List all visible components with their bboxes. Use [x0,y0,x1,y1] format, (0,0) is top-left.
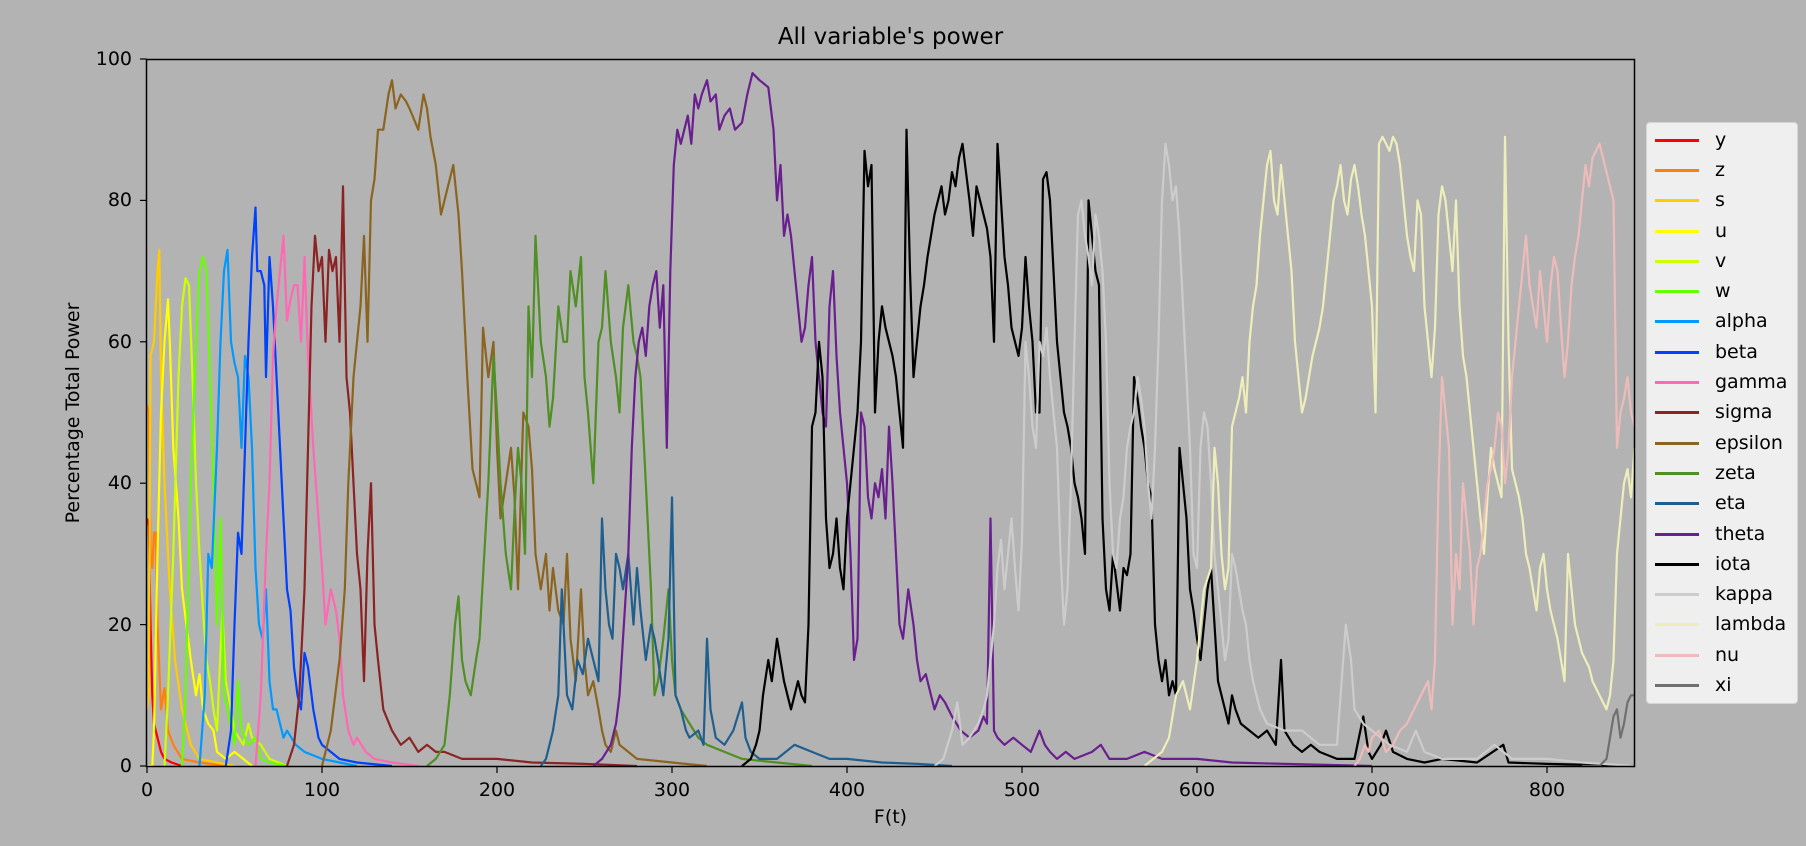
series-line-lambda [1143,135,1636,767]
series-line-nu [1353,142,1636,767]
series-line-zeta [426,234,813,768]
y-tick-label: 100 [95,48,132,70]
legend-item-y: y [1647,125,1797,155]
legend-swatch [1655,350,1699,354]
legend-swatch [1655,441,1699,445]
legend-item-nu: nu [1647,640,1797,670]
legend-swatch [1655,168,1699,172]
legend-swatch [1655,411,1699,415]
legend-label: alpha [1715,310,1768,333]
axis-ticks [140,58,1548,773]
legend-swatch [1655,593,1699,597]
y-tick-label: 60 [107,330,132,353]
x-tick-label: 800 [1528,779,1566,801]
legend-item-z: z [1647,155,1797,185]
legend-label: xi [1715,673,1732,696]
legend-label: eta [1715,492,1746,515]
series-line-kappa [933,142,1635,768]
x-tick-label: 100 [303,779,341,801]
series-line-w [180,255,288,768]
series-line-alpha [198,248,358,768]
legend-swatch [1655,381,1699,385]
legend-label: w [1715,280,1731,303]
legend-swatch [1655,471,1699,475]
x-tick-label: 400 [828,779,866,801]
legend-item-lambda: lambda [1647,610,1797,640]
legend-label: u [1715,219,1728,242]
x-axis-label: F(t) [873,806,908,828]
legend-swatch [1655,502,1699,506]
legend-item-theta: theta [1647,519,1797,549]
legend-swatch [1655,229,1699,233]
series-line-s [145,248,235,768]
legend-item-beta: beta [1647,337,1797,367]
legend-item-s: s [1647,186,1797,216]
legend-label: zeta [1715,461,1756,484]
legend-item-iota: iota [1647,549,1797,579]
x-tick-label: 300 [653,779,691,801]
plot-frame [145,58,1636,768]
legend-swatch [1655,532,1699,536]
series-line-v [163,277,288,768]
x-tick-label: 700 [1353,779,1391,801]
series-lines [145,71,1636,768]
series-line-eta [539,496,953,768]
x-tick-label: 500 [1003,779,1041,801]
series-line-gamma [254,234,419,768]
legend-label: y [1715,128,1727,151]
legend-item-sigma: sigma [1647,398,1797,428]
legend-swatch [1655,683,1699,687]
x-tick-label: 0 [140,779,154,801]
x-tick-label: 200 [478,779,516,801]
series-line-z [145,405,226,768]
legend-label: epsilon [1715,431,1783,454]
legend-label: beta [1715,340,1758,363]
legend-item-alpha: alpha [1647,307,1797,337]
legend-label: sigma [1715,401,1773,424]
legend-label: z [1715,158,1725,181]
y-tick-label: 0 [119,755,132,777]
legend-label: nu [1715,643,1740,666]
legend-swatch [1655,199,1699,203]
legend-swatch [1655,320,1699,324]
chart-legend: y z s u v w alpha beta gamma sigma epsilon zeta eta t… [1646,122,1798,704]
series-line-xi [1582,694,1635,768]
x-tick-label: 600 [1178,779,1216,801]
legend-item-eta: eta [1647,489,1797,519]
legend-label: kappa [1715,583,1774,606]
y-tick-label: 40 [107,472,132,495]
legend-item-xi: xi [1647,670,1797,700]
legend-label: gamma [1715,371,1788,394]
legend-swatch [1655,138,1699,142]
legend-swatch [1655,259,1699,263]
legend-item-epsilon: epsilon [1647,428,1797,458]
y-tick-label: 80 [107,189,132,212]
y-tick-label: 20 [107,613,132,636]
legend-swatch [1655,290,1699,294]
legend-item-gamma: gamma [1647,367,1797,397]
legend-label: v [1715,249,1727,272]
series-line-epsilon [320,79,708,768]
series-line-sigma [285,185,638,768]
legend-label: lambda [1715,613,1787,636]
legend-item-v: v [1647,246,1797,276]
legend-item-zeta: zeta [1647,458,1797,488]
series-line-theta [592,71,1373,768]
chart-title: All variable's power [777,24,1004,50]
legend-item-kappa: kappa [1647,579,1797,609]
series-line-beta [224,206,393,768]
series-line-iota [741,128,1635,768]
legend-label: theta [1715,522,1766,545]
legend-swatch [1655,623,1699,627]
legend-item-u: u [1647,216,1797,246]
legend-swatch [1655,653,1699,657]
legend-label: s [1715,189,1725,212]
legend-swatch [1655,562,1699,566]
legend-label: iota [1715,552,1751,575]
legend-item-w: w [1647,276,1797,306]
